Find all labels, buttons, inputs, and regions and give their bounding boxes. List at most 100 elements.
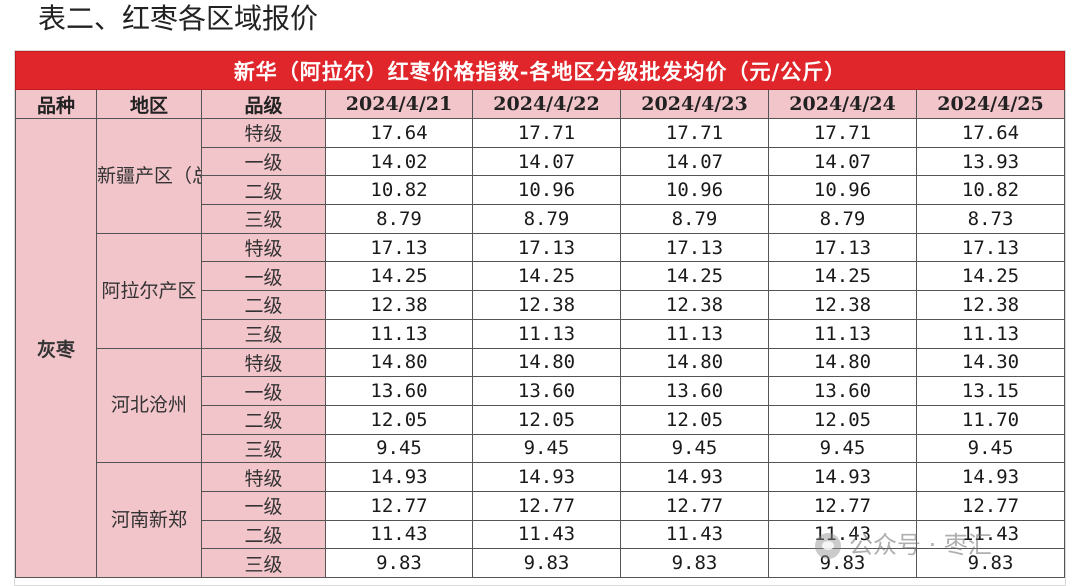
price-cell: 8.79: [325, 204, 473, 234]
price-cell: 17.13: [620, 232, 769, 263]
grade-cell: 特级: [201, 462, 326, 492]
price-cell: 14.02: [325, 146, 473, 177]
price-cell: 12.05: [325, 404, 473, 435]
price-cell: 11.13: [620, 318, 769, 349]
price-cell: 12.05: [620, 404, 769, 435]
region-cell: 河北沧州: [96, 347, 202, 464]
price-table: 新华（阿拉尔）红枣价格指数-各地区分级批发均价（元/公斤） 品种 地区 品级 2…: [14, 51, 1066, 578]
grade-cell: 三级: [201, 204, 326, 234]
price-cell: 9.45: [768, 433, 917, 464]
table-row: 一级 13.60 13.60 13.60 13.60 13.15: [16, 376, 1066, 406]
table-row: 三级 8.79 8.79 8.79 8.79 8.73: [16, 204, 1066, 234]
table-row: 一级 14.02 14.07 14.07 14.07 13.93: [16, 146, 1066, 177]
grade-cell: 一级: [201, 261, 326, 292]
price-cell: 12.77: [915, 490, 1066, 521]
table-row: 河北沧州 特级 14.80 14.80 14.80 14.80 14.30: [16, 347, 1066, 464]
price-cell: 12.77: [472, 490, 621, 521]
price-cell: 14.93: [472, 462, 621, 492]
price-cell: 13.60: [325, 376, 473, 406]
column-header-date: 2024/4/23: [620, 89, 769, 119]
table-row: 河南新郑 特级 14.93 14.93 14.93 14.93 14.93: [16, 462, 1066, 578]
column-header-date: 2024/4/25: [915, 89, 1066, 119]
price-cell: 14.93: [620, 462, 769, 492]
column-header-variety: 品种: [15, 89, 97, 119]
price-cell: 13.15: [915, 376, 1066, 406]
price-cell: 13.60: [620, 376, 769, 406]
price-cell: 11.13: [915, 318, 1066, 349]
region-cell: 阿拉尔产区: [96, 232, 202, 349]
price-cell: 12.05: [768, 404, 917, 435]
price-cell: 11.70: [915, 404, 1066, 435]
wechat-icon: [815, 533, 841, 559]
grade-cell: 二级: [201, 404, 326, 435]
table-row: 二级 11.43 11.43 11.43 11.43 11.43: [16, 519, 1066, 550]
price-cell: 12.38: [472, 290, 621, 320]
price-cell: 14.93: [768, 462, 917, 492]
column-header-grade: 品级: [201, 89, 326, 119]
price-cell: 9.45: [325, 433, 473, 464]
price-cell: 9.83: [325, 548, 473, 578]
price-cell: 14.25: [915, 261, 1066, 292]
price-cell: 14.07: [472, 146, 621, 177]
price-cell: 14.07: [620, 146, 769, 177]
price-cell: 14.80: [325, 347, 473, 378]
price-cell: 9.45: [915, 433, 1066, 464]
price-cell: 10.96: [768, 175, 917, 206]
grade-cell: 二级: [201, 519, 326, 550]
price-cell: 12.77: [620, 490, 769, 521]
price-cell: 11.43: [768, 519, 917, 550]
variety-cell: 灰枣: [15, 118, 97, 578]
price-cell: 14.80: [620, 347, 769, 378]
price-cell: 12.77: [768, 490, 917, 521]
table-row: 三级 9.45 9.45 9.45 9.45 9.45: [16, 433, 1066, 464]
price-cell: 9.83: [472, 548, 621, 578]
table-row: 二级 12.05 12.05 12.05 12.05 11.70: [16, 404, 1066, 435]
price-cell: 10.82: [325, 175, 473, 206]
price-cell: 11.13: [325, 318, 473, 349]
price-cell: 12.38: [915, 290, 1066, 320]
price-cell: 14.25: [325, 261, 473, 292]
price-cell: 12.38: [325, 290, 473, 320]
price-cell: 8.79: [620, 204, 769, 234]
price-cell: 11.43: [620, 519, 769, 550]
page-heading: 表二、红枣各区域报价: [38, 2, 319, 35]
column-header-date: 2024/4/24: [768, 89, 917, 119]
price-cell: 17.71: [472, 118, 621, 148]
grade-cell: 三级: [201, 318, 326, 349]
table-row: 二级 10.82 10.96 10.96 10.96 10.82: [16, 175, 1066, 206]
price-cell: 14.80: [472, 347, 621, 378]
price-cell: 9.45: [472, 433, 621, 464]
table-row: 二级 12.38 12.38 12.38 12.38 12.38: [16, 290, 1066, 320]
price-cell: 13.60: [472, 376, 621, 406]
price-cell: 17.64: [915, 118, 1066, 148]
table-row: 一级 12.77 12.77 12.77 12.77 12.77: [16, 490, 1066, 521]
region-cell: 新疆产区（总）: [96, 118, 202, 234]
column-header-date: 2024/4/21: [325, 89, 473, 119]
grade-cell: 特级: [201, 347, 326, 378]
table-row: 三级 9.83 9.83 9.83 9.83 9.83: [16, 548, 1066, 578]
table-header-row: 品种 地区 品级 2024/4/21 2024/4/22 2024/4/23 2…: [15, 89, 1066, 119]
price-cell: 17.71: [768, 118, 917, 148]
table-title-row: 新华（阿拉尔）红枣价格指数-各地区分级批发均价（元/公斤）: [14, 51, 1066, 90]
price-cell: 12.77: [325, 490, 473, 521]
price-cell: 13.93: [915, 146, 1066, 177]
price-cell: 12.38: [620, 290, 769, 320]
price-cell: 10.96: [620, 175, 769, 206]
price-cell: 14.25: [620, 261, 769, 292]
price-cell: 11.13: [768, 318, 917, 349]
watermark: 公众号 · 枣汇: [815, 528, 992, 562]
price-cell: 14.30: [915, 347, 1066, 378]
table-row: 一级 14.25 14.25 14.25 14.25 14.25: [16, 261, 1066, 292]
grade-cell: 特级: [201, 232, 326, 263]
price-cell: 17.13: [472, 232, 621, 263]
table-title: 新华（阿拉尔）红枣价格指数-各地区分级批发均价（元/公斤）: [14, 51, 1066, 90]
grade-cell: 二级: [201, 290, 326, 320]
region-cell: 河南新郑: [96, 462, 202, 578]
price-cell: 8.73: [915, 204, 1066, 234]
watermark-text: 公众号 · 枣汇: [849, 531, 992, 559]
price-cell: 17.13: [915, 232, 1066, 263]
price-cell: 11.43: [472, 519, 621, 550]
price-cell: 14.25: [472, 261, 621, 292]
price-cell: 8.79: [472, 204, 621, 234]
